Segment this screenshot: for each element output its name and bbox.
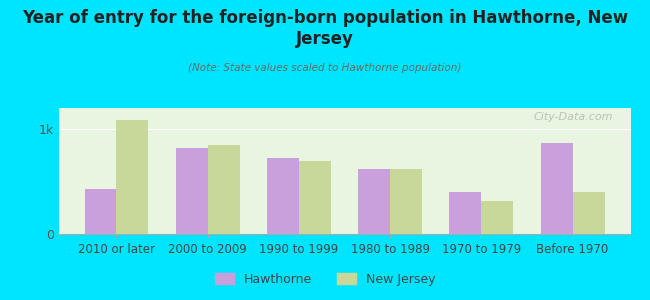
Bar: [176, 148, 207, 234]
Text: (Note: State values scaled to Hawthorne population): (Note: State values scaled to Hawthorne …: [188, 63, 462, 73]
Bar: [449, 192, 482, 234]
Bar: [299, 160, 331, 234]
Bar: [541, 142, 573, 234]
Bar: [390, 169, 422, 234]
Bar: [573, 192, 604, 234]
Text: City-Data.com: City-Data.com: [534, 112, 614, 122]
Legend: Hawthorne, New Jersey: Hawthorne, New Jersey: [210, 268, 440, 291]
Bar: [267, 158, 299, 234]
Bar: [84, 189, 116, 234]
Bar: [482, 202, 514, 234]
Bar: [358, 169, 390, 234]
Text: Year of entry for the foreign-born population in Hawthorne, New
Jersey: Year of entry for the foreign-born popul…: [22, 9, 628, 48]
Bar: [207, 145, 240, 234]
Bar: [116, 119, 148, 234]
